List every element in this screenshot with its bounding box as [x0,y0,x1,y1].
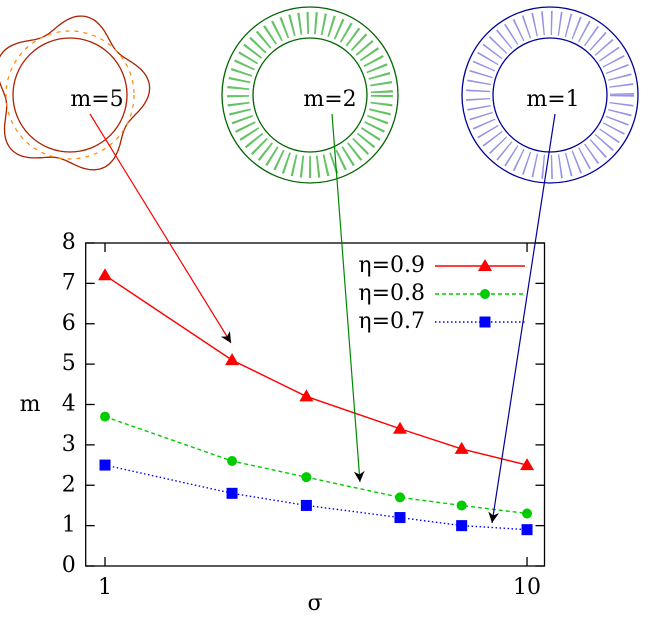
marker [300,499,312,511]
marker [98,268,113,281]
ring-texture [5,30,135,160]
ring-outline [461,6,639,184]
ring-outline [221,6,399,184]
y-tick-label: 4 [62,392,76,417]
legend-symbol [479,316,491,328]
y-tick-label: 2 [62,472,76,497]
x-axis-label: σ [307,591,322,616]
x-tick-label: 10 [513,575,541,600]
marker [227,456,238,467]
annotation: m=2 [303,87,356,112]
x-tick-label: 1 [98,575,112,600]
y-tick-label: 0 [62,553,76,578]
marker [394,492,405,503]
ring-outline [12,37,128,153]
legend-marker [479,316,491,328]
annotation: m=1 [526,87,579,112]
marker [456,500,467,511]
ring-outline [0,15,151,171]
y-tick-label: 7 [62,270,76,295]
series-line [104,274,528,466]
legend-marker [480,289,490,299]
marker [522,508,533,519]
marker [520,458,535,471]
y-tick-label: 8 [62,230,76,255]
marker [99,459,111,471]
marker [392,421,407,434]
annotation-arrow [89,113,232,344]
plot-frame [85,242,546,567]
annotation-arrow [331,113,365,483]
series-line [104,464,528,531]
series-line [104,415,528,515]
y-axis-label: m [20,392,41,417]
legend-symbol [478,259,492,271]
y-tick-label: 5 [62,351,76,376]
marker [100,411,111,422]
legend-label: η=0.9 [358,253,425,278]
marker [394,512,406,524]
legend-symbol [480,289,490,299]
legend-label: η=0.8 [358,281,425,306]
marker [521,524,533,536]
marker [301,472,312,483]
ring-illustrations [0,6,639,184]
ring-outline [492,37,608,153]
y-tick-label: 1 [62,513,76,538]
marker [226,487,238,499]
ring-outline [252,37,368,153]
legend-marker [478,259,492,271]
ring-texture [466,11,634,179]
marker [454,441,469,454]
annotation: m=5 [70,87,123,112]
y-tick-label: 3 [62,432,76,457]
annotation-arrow [488,113,556,524]
ring-texture [227,12,393,178]
legend-label: η=0.7 [358,309,425,334]
y-tick-label: 6 [62,311,76,336]
marker [299,389,314,402]
marker [456,520,468,532]
marker [225,353,240,366]
